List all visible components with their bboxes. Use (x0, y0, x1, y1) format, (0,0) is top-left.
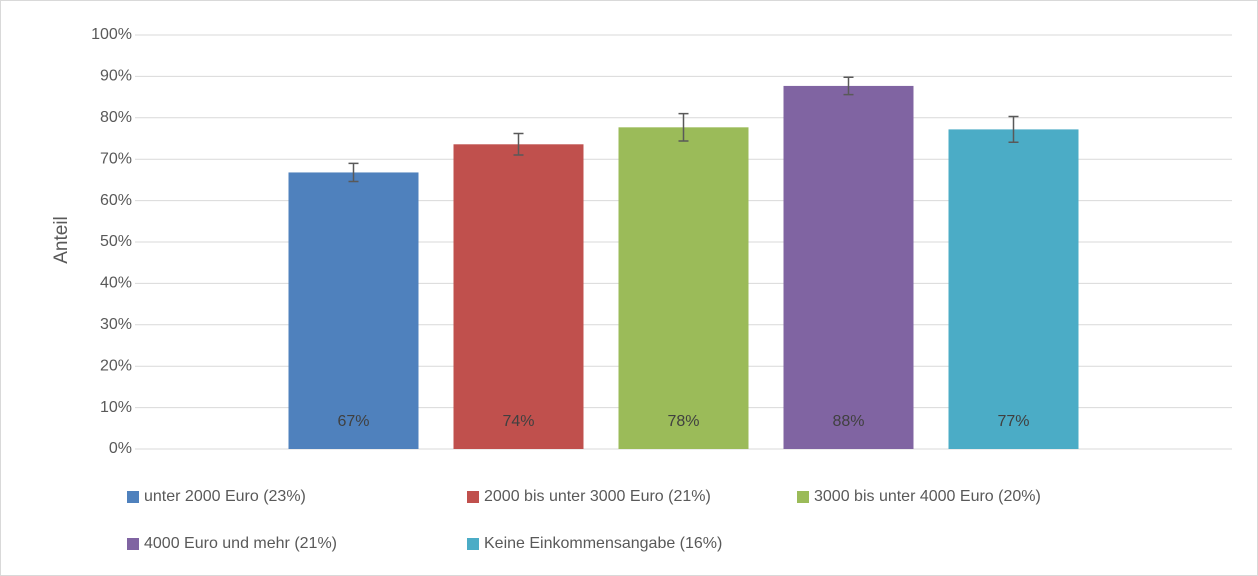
y-tick-label: 70% (100, 150, 132, 167)
y-tick-label: 100% (91, 26, 132, 43)
data-label: 78% (667, 413, 699, 430)
legend-label: 4000 Euro und mehr (21%) (144, 535, 337, 552)
data-label: 88% (832, 413, 864, 430)
legend-label: unter 2000 Euro (23%) (144, 488, 306, 505)
error-bar (1008, 115, 1019, 143)
error-bar (348, 162, 359, 183)
error-bar (678, 112, 689, 142)
y-tick-label: 10% (100, 399, 132, 416)
data-label: 74% (502, 413, 534, 430)
y-tick-label: 30% (100, 316, 132, 333)
legend-label: Keine Einkommensangabe (16%) (484, 535, 722, 552)
legend-swatch (127, 491, 139, 503)
error-bar (513, 132, 524, 156)
bar (288, 172, 419, 449)
y-tick-label: 60% (100, 192, 132, 209)
y-tick-label: 0% (109, 440, 132, 457)
y-tick-label: 20% (100, 357, 132, 374)
y-tick-label: 50% (100, 233, 132, 250)
legend-swatch (467, 491, 479, 503)
legend-swatch (127, 538, 139, 550)
legend-label: 3000 bis unter 4000 Euro (20%) (814, 488, 1041, 505)
y-tick-label: 40% (100, 275, 132, 292)
legend-swatch (467, 538, 479, 550)
bar (948, 129, 1079, 449)
data-label: 77% (997, 413, 1029, 430)
bar (618, 127, 749, 450)
bar (783, 85, 914, 449)
legend-swatch (797, 491, 809, 503)
y-axis-label: Anteil (51, 216, 72, 264)
error-bar (843, 76, 854, 96)
y-tick-label: 90% (100, 68, 132, 85)
legend-label: 2000 bis unter 3000 Euro (21%) (484, 488, 711, 505)
y-tick-label: 80% (100, 109, 132, 126)
data-label: 67% (337, 413, 369, 430)
bar (453, 144, 584, 449)
